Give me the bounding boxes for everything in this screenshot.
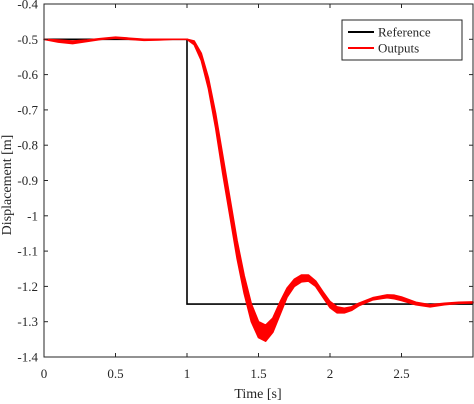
x-axis-label: Time [s]	[234, 387, 281, 402]
plot-area	[43, 36, 474, 342]
axes: 0 0.5 1 1.5 2 2.5 -0.4 -0.5 -0.6 -0.7 -0.8 -0.9 -1 -1…	[17, 0, 474, 381]
y-tick-label: -0.7	[17, 102, 38, 117]
y-tick-label: -1.3	[17, 314, 38, 329]
y-tick-label: -0.6	[17, 67, 38, 82]
x-tick-label: 0.5	[107, 366, 123, 381]
y-tick-label: -1	[27, 208, 38, 223]
x-tick-label: 1.5	[250, 366, 266, 381]
legend-box	[341, 19, 463, 61]
y-axis-label: Displacement [m]	[0, 135, 15, 236]
y-tick-label: -0.5	[17, 32, 38, 47]
y-tick-label: -1.4	[17, 350, 38, 365]
series-outputs	[43, 36, 474, 342]
y-tick-label: -0.9	[17, 173, 38, 188]
x-tick-label: 1	[184, 366, 191, 381]
y-tick-label: -0.8	[17, 138, 38, 153]
x-tick-label: 0	[41, 366, 48, 381]
x-tick-label: 2.5	[393, 366, 409, 381]
y-tick-label: -1.2	[17, 279, 38, 294]
legend-label-reference: Reference	[378, 25, 431, 40]
x-tick-label: 2	[327, 366, 334, 381]
series-reference	[44, 38, 473, 305]
legend-label-outputs: Outputs	[378, 41, 419, 56]
y-tick-label: -1.1	[17, 244, 38, 259]
y-tick-label: -0.4	[17, 0, 38, 12]
